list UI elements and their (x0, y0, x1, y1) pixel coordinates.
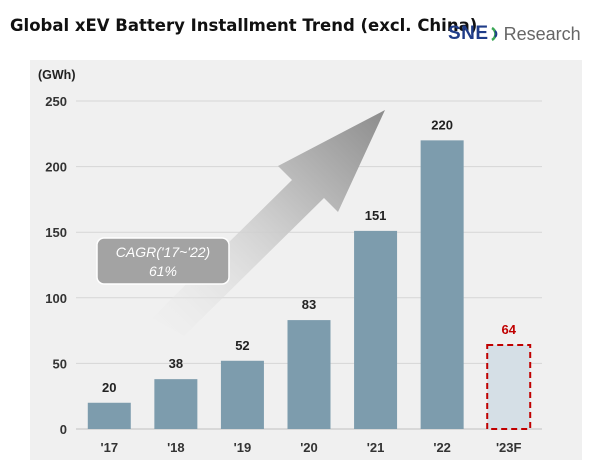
data-label: 52 (235, 338, 249, 353)
growth-arrow (152, 110, 385, 336)
bar (420, 140, 464, 430)
cagr-callout: CAGR('17~'22) 61% (96, 237, 230, 285)
chart-title: Global xEV Battery Installment Trend (ex… (10, 16, 478, 35)
cagr-label: CAGR('17~'22) (116, 244, 210, 260)
data-label: 220 (431, 117, 453, 132)
bar (87, 402, 131, 429)
x-tick-label: '19 (234, 440, 252, 455)
x-tick-label: '18 (167, 440, 185, 455)
cagr-value: 61% (149, 263, 177, 279)
logo-arc-icon (490, 26, 497, 42)
y-axis-unit: (GWh) (38, 68, 76, 82)
x-tick-label: '17 (101, 440, 119, 455)
x-tick-label: '22 (433, 440, 451, 455)
x-tick-label: '23F (496, 440, 522, 455)
data-label: 151 (365, 208, 387, 223)
y-tick-label: 0 (60, 422, 67, 437)
sne-research-logo: SNE Research (448, 22, 581, 46)
bar (354, 230, 398, 429)
data-label: 20 (102, 380, 116, 395)
data-label: 83 (302, 297, 316, 312)
x-tick-label: '21 (367, 440, 385, 455)
logo-research-text: Research (503, 23, 581, 44)
data-label: 38 (169, 356, 183, 371)
logo-sne-text: SNE (448, 23, 489, 44)
y-tick-label: 200 (45, 160, 67, 175)
data-label: 64 (501, 322, 516, 337)
y-tick-label: 100 (45, 291, 67, 306)
bar-forecast (486, 344, 532, 431)
y-tick-label: 150 (45, 225, 67, 240)
x-tick-label: '20 (300, 440, 318, 455)
y-tick-label: 250 (45, 94, 67, 109)
bar (220, 360, 264, 429)
y-tick-label: 50 (53, 356, 67, 371)
bar (154, 379, 198, 429)
bar (287, 320, 331, 429)
